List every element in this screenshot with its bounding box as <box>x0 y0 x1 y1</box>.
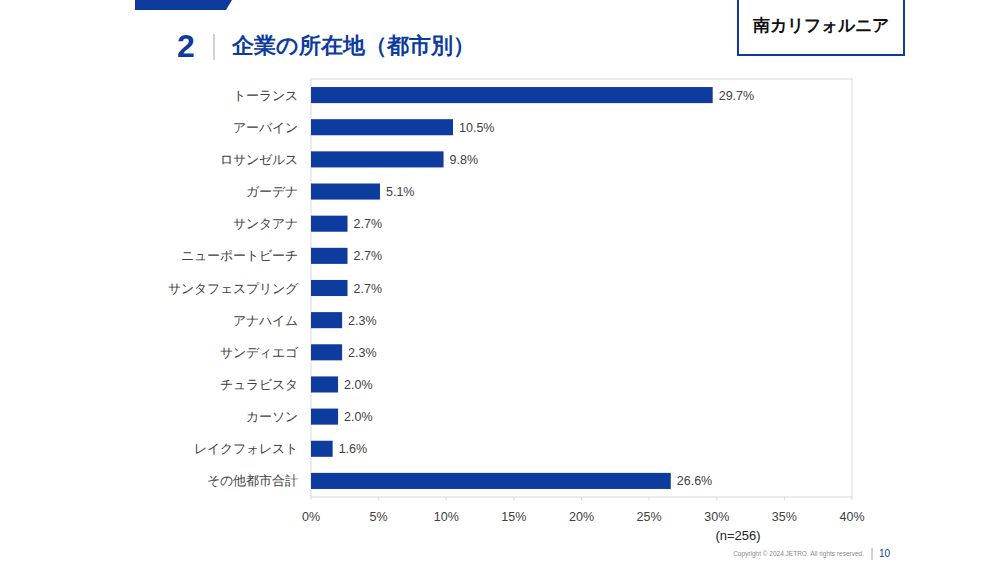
bar <box>311 344 342 360</box>
slide: 2 企業の所在地（都市別） 南カリフォルニア 0% 5% 10% 15% 20% 25% 30% 3… <box>0 0 1000 562</box>
bar <box>311 216 348 232</box>
bar <box>311 87 713 103</box>
header-accent <box>135 0 232 10</box>
x-tick-label: 25% <box>637 510 662 524</box>
category-label: ガーデナ <box>246 185 298 199</box>
bar <box>311 473 671 489</box>
category-label: サンタアナ <box>233 217 298 231</box>
bar <box>311 248 348 264</box>
bar <box>311 280 348 296</box>
region-box <box>738 0 904 55</box>
data-label: 26.6% <box>677 474 712 488</box>
annotation: (n=256) <box>715 528 760 543</box>
category-label: チュラビスタ <box>220 378 298 392</box>
copyright: Copyright © 2024 JETRO. All rights reser… <box>733 550 864 558</box>
x-tick-label: 30% <box>704 510 729 524</box>
category-label: サンタフェスプリング <box>168 282 299 296</box>
x-tick-label: 35% <box>772 510 797 524</box>
x-tick <box>784 497 785 500</box>
category-label: アーバイン <box>233 121 298 135</box>
category-label: カーソン <box>246 410 298 424</box>
bars <box>311 87 713 489</box>
data-label: 2.7% <box>354 217 383 231</box>
bar <box>311 409 338 425</box>
chart-title: 企業の所在地（都市別） <box>231 33 475 58</box>
x-tick <box>513 497 514 500</box>
data-label: 10.5% <box>459 121 494 135</box>
x-tick-label: 20% <box>569 510 594 524</box>
x-tick-label: 15% <box>501 510 526 524</box>
bar <box>311 184 380 200</box>
data-label: 2.7% <box>354 249 383 263</box>
data-label: 2.3% <box>348 346 377 360</box>
data-label: 2.0% <box>344 378 373 392</box>
category-label: ニューポートビーチ <box>181 249 298 263</box>
category-label: トーランス <box>233 89 298 103</box>
data-label: 29.7% <box>719 89 754 103</box>
header-separator <box>214 34 215 60</box>
x-tick <box>852 497 853 500</box>
bar <box>311 376 338 392</box>
data-label: 2.3% <box>348 314 377 328</box>
x-tick <box>716 497 717 500</box>
bar <box>311 441 333 457</box>
x-tick-label: 0% <box>302 510 320 524</box>
x-tick <box>378 497 379 500</box>
data-label: 5.1% <box>386 185 415 199</box>
x-tick <box>581 497 582 500</box>
x-tick <box>311 497 312 500</box>
bar <box>311 312 342 328</box>
x-tick-label: 5% <box>370 510 388 524</box>
footer-separator <box>872 548 873 560</box>
region-label: 南カリフォルニア <box>752 16 889 35</box>
x-tick-label: 10% <box>434 510 459 524</box>
bar <box>311 151 444 167</box>
category-label: ロサンゼルス <box>220 153 298 167</box>
category-label: その他都市合計 <box>207 474 298 488</box>
data-label: 2.0% <box>344 410 373 424</box>
data-label: 1.6% <box>339 442 368 456</box>
page-number: 10 <box>879 548 891 559</box>
x-tick <box>446 497 447 500</box>
data-label: 9.8% <box>450 153 479 167</box>
category-label: アナハイム <box>233 314 298 328</box>
x-tick <box>649 497 650 500</box>
plot-frame <box>311 79 852 497</box>
section-number: 2 <box>177 28 195 64</box>
x-tick-label: 40% <box>839 510 864 524</box>
bar <box>311 119 453 135</box>
data-label: 2.7% <box>354 282 383 296</box>
category-label: サンディエゴ <box>220 346 299 360</box>
category-label: レイクフォレスト <box>194 442 298 456</box>
